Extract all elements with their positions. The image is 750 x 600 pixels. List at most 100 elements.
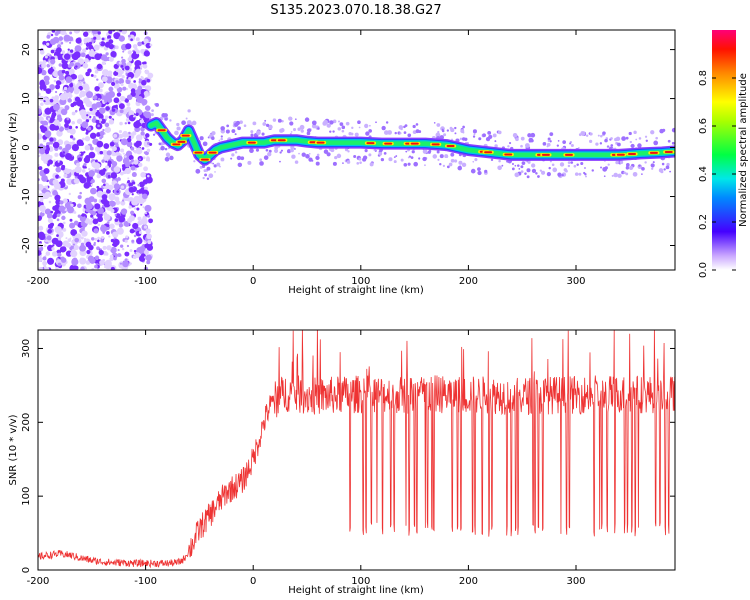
scatter-point xyxy=(671,141,675,145)
noise-point xyxy=(110,246,117,254)
noise-point xyxy=(39,204,46,212)
scatter-point xyxy=(562,140,566,144)
noise-point xyxy=(118,78,125,85)
scatter-point xyxy=(211,131,216,136)
scatter-point xyxy=(263,155,269,160)
noise-point xyxy=(60,108,68,116)
scatter-point xyxy=(515,137,519,142)
scatter-point xyxy=(611,174,614,177)
scatter-point xyxy=(186,120,192,125)
scatter-point xyxy=(494,144,498,148)
scatter-point xyxy=(498,159,501,163)
noise-point xyxy=(53,97,59,103)
noise-point xyxy=(101,159,105,163)
noise-point xyxy=(144,105,151,111)
noise-point xyxy=(94,237,98,241)
noise-point xyxy=(113,183,121,190)
noise-point xyxy=(133,121,141,129)
noise-point xyxy=(40,120,44,125)
noise-point xyxy=(110,50,117,58)
noise-point xyxy=(49,140,54,145)
noise-point xyxy=(38,133,43,140)
scatter-point xyxy=(230,157,233,160)
scatter-point xyxy=(531,168,537,173)
noise-point xyxy=(143,249,149,255)
noise-point xyxy=(96,78,99,81)
snr-line xyxy=(38,330,675,569)
noise-point xyxy=(65,76,73,83)
noise-point xyxy=(121,209,127,215)
noise-point xyxy=(87,126,92,131)
noise-point xyxy=(117,253,122,258)
noise-point xyxy=(95,211,98,214)
noise-point xyxy=(61,62,69,70)
noise-point xyxy=(139,246,144,251)
scatter-point xyxy=(472,160,475,163)
noise-point xyxy=(67,48,70,51)
noise-point xyxy=(55,80,61,86)
scatter-point xyxy=(226,124,230,128)
scatter-point xyxy=(530,139,534,143)
scatter-point xyxy=(458,165,462,169)
noise-point xyxy=(58,176,61,179)
noise-point xyxy=(97,236,100,240)
scatter-point xyxy=(531,163,536,168)
noise-point xyxy=(42,60,47,64)
noise-point xyxy=(56,130,63,137)
scatter-point xyxy=(255,148,260,152)
scatter-point xyxy=(354,132,359,137)
scatter-point xyxy=(549,140,552,143)
scatter-point xyxy=(564,169,568,173)
noise-point xyxy=(52,70,60,78)
noise-point xyxy=(57,262,62,267)
noise-point xyxy=(101,198,108,205)
noise-point xyxy=(101,69,109,77)
scatter-point xyxy=(461,162,467,168)
noise-point xyxy=(46,34,51,39)
noise-point xyxy=(133,234,137,238)
scatter-point xyxy=(231,129,236,133)
noise-point xyxy=(94,53,102,61)
noise-point xyxy=(121,247,125,251)
scatter-point xyxy=(520,144,523,148)
noise-point xyxy=(94,85,100,92)
scatter-point xyxy=(161,113,166,118)
noise-point xyxy=(143,90,149,96)
scatter-point xyxy=(315,155,320,161)
noise-point xyxy=(90,74,94,77)
noise-point xyxy=(47,257,55,265)
scatter-point xyxy=(294,118,297,121)
noise-point xyxy=(101,194,108,200)
noise-point xyxy=(88,167,91,171)
scatter-point xyxy=(280,149,283,152)
scatter-point xyxy=(290,148,294,153)
noise-point xyxy=(98,118,103,122)
scatter-point xyxy=(306,128,312,133)
scatter-point xyxy=(300,129,304,133)
y-tick-label: 10 xyxy=(21,92,32,105)
scatter-point xyxy=(436,150,440,154)
noise-point xyxy=(97,216,104,223)
noise-point xyxy=(61,215,66,221)
x-tick-label: -100 xyxy=(134,276,157,287)
spectrogram-xlabel: Height of straight line (km) xyxy=(288,285,424,296)
noise-point xyxy=(38,257,43,263)
noise-point xyxy=(57,160,60,163)
noise-point xyxy=(110,172,118,179)
scatter-point xyxy=(490,158,494,162)
colorbar: 0.0 0.2 0.4 0.6 0.8 Normalized spectral ampl… xyxy=(698,30,749,278)
scatter-point xyxy=(164,147,168,151)
noise-point xyxy=(86,249,91,255)
noise-point xyxy=(127,57,133,62)
noise-point xyxy=(109,200,115,207)
scatter-point xyxy=(644,135,648,138)
scatter-point xyxy=(225,129,230,134)
noise-point xyxy=(85,241,92,248)
scatter-point xyxy=(398,125,404,130)
scatter-point xyxy=(422,156,427,162)
scatter-point xyxy=(521,161,526,165)
scatter-point xyxy=(427,150,431,154)
noise-point xyxy=(136,145,139,148)
scatter-point xyxy=(508,141,512,145)
